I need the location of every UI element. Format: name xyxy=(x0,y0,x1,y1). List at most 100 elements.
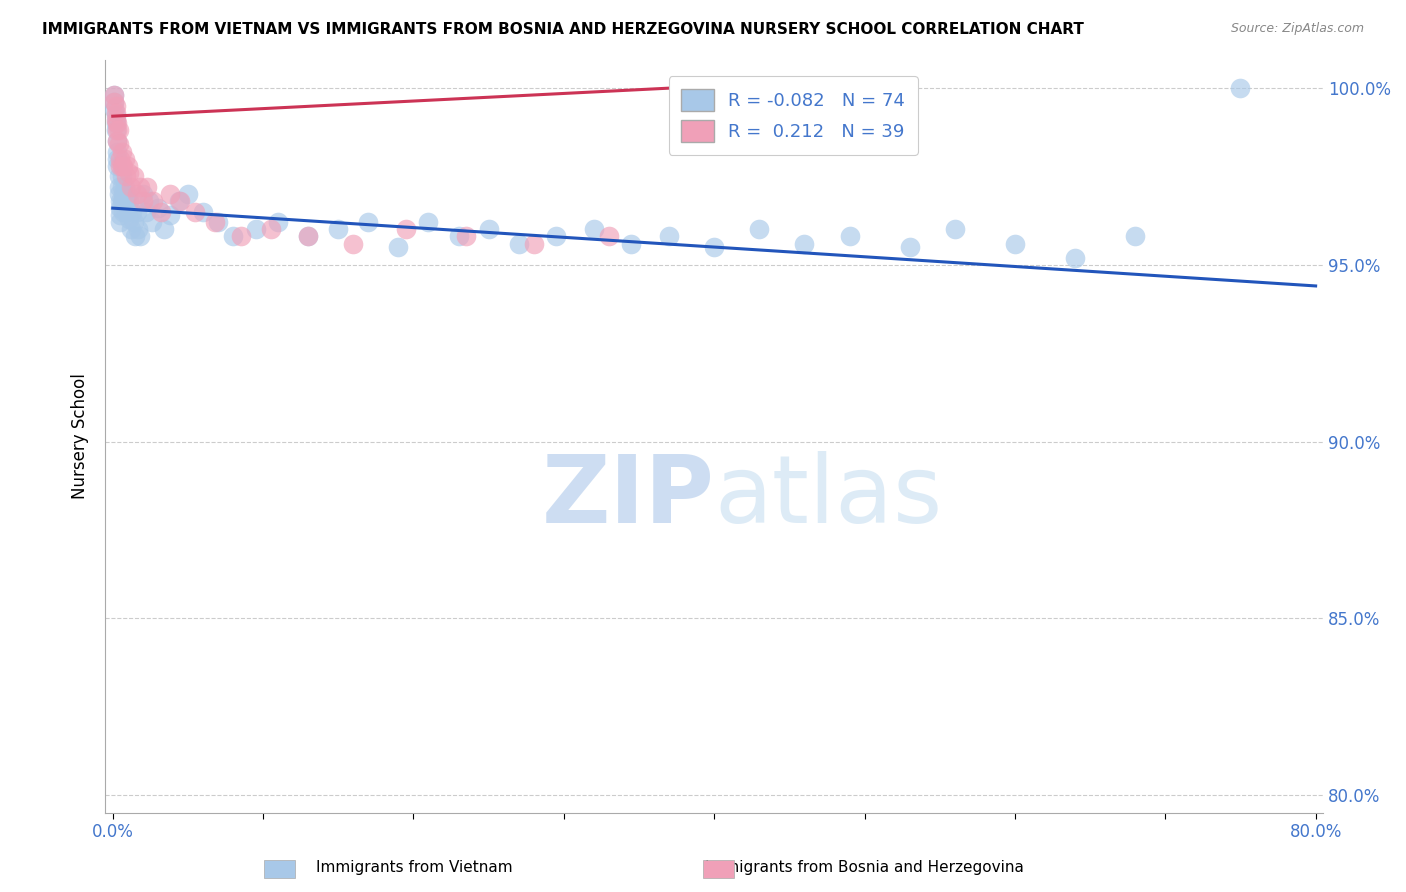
Point xyxy=(110,194,132,208)
Point xyxy=(222,229,245,244)
Point xyxy=(103,87,125,102)
Point xyxy=(103,87,125,102)
Text: IMMIGRANTS FROM VIETNAM VS IMMIGRANTS FROM BOSNIA AND HERZEGOVINA NURSERY SCHOOL: IMMIGRANTS FROM VIETNAM VS IMMIGRANTS FR… xyxy=(42,22,1084,37)
Point xyxy=(267,215,290,229)
Point xyxy=(111,194,134,208)
Point xyxy=(121,204,143,219)
Y-axis label: Nursery School: Nursery School xyxy=(72,374,89,500)
Point xyxy=(297,229,319,244)
Point xyxy=(105,116,128,130)
Point xyxy=(191,204,214,219)
Point xyxy=(153,222,176,236)
Point xyxy=(135,204,157,219)
Point xyxy=(357,215,380,229)
Point xyxy=(117,159,139,173)
Point xyxy=(104,109,127,123)
Point xyxy=(110,201,132,215)
Point xyxy=(328,222,350,236)
Text: atlas: atlas xyxy=(714,450,942,542)
Point xyxy=(478,222,501,236)
Point xyxy=(112,194,135,208)
Point xyxy=(107,186,129,201)
Point xyxy=(297,229,319,244)
Point xyxy=(118,211,141,226)
Point xyxy=(112,186,135,201)
Point xyxy=(115,204,138,219)
Point xyxy=(838,229,860,244)
Point xyxy=(103,95,125,109)
Point xyxy=(120,222,142,236)
Point xyxy=(105,145,128,159)
Point xyxy=(132,194,155,208)
Point xyxy=(117,201,139,215)
Point xyxy=(546,229,568,244)
Text: Immigrants from Vietnam: Immigrants from Vietnam xyxy=(316,860,513,874)
Point xyxy=(1229,81,1251,95)
Point xyxy=(943,222,966,236)
Point xyxy=(1123,229,1146,244)
Point xyxy=(128,229,150,244)
Point xyxy=(146,201,169,215)
Point xyxy=(184,204,207,219)
Point xyxy=(454,229,477,244)
Point xyxy=(159,186,181,201)
Point xyxy=(1004,236,1026,251)
Point xyxy=(128,180,150,194)
Point xyxy=(138,194,160,208)
Point xyxy=(104,116,127,130)
Point xyxy=(418,215,440,229)
Point xyxy=(898,240,921,254)
Point xyxy=(105,123,128,137)
Point xyxy=(387,240,409,254)
Point xyxy=(122,169,145,184)
Point xyxy=(169,194,191,208)
Point xyxy=(105,134,128,148)
Point xyxy=(105,152,128,166)
Point xyxy=(118,194,141,208)
Point xyxy=(104,112,127,127)
Point xyxy=(112,204,135,219)
Point xyxy=(204,215,226,229)
Point xyxy=(177,186,200,201)
Point xyxy=(114,190,136,204)
Point xyxy=(159,208,181,222)
Point xyxy=(142,194,165,208)
Point xyxy=(447,229,470,244)
Point xyxy=(748,222,770,236)
Point xyxy=(110,152,132,166)
Point xyxy=(207,215,229,229)
Text: Immigrants from Bosnia and Herzegovina: Immigrants from Bosnia and Herzegovina xyxy=(706,860,1024,874)
Point xyxy=(136,180,159,194)
Point xyxy=(793,236,815,251)
Point xyxy=(259,222,281,236)
Point xyxy=(118,166,141,180)
Point xyxy=(132,186,155,201)
Point xyxy=(229,229,252,244)
Point xyxy=(111,145,134,159)
Point xyxy=(658,229,681,244)
Point xyxy=(122,215,145,229)
Point xyxy=(112,159,135,173)
Point xyxy=(598,229,620,244)
Point xyxy=(115,194,138,208)
Text: Source: ZipAtlas.com: Source: ZipAtlas.com xyxy=(1230,22,1364,36)
Point xyxy=(104,123,127,137)
Point xyxy=(110,159,132,173)
Point xyxy=(107,123,129,137)
Point xyxy=(117,186,139,201)
Point xyxy=(120,180,142,194)
Point xyxy=(103,102,125,116)
Point xyxy=(105,159,128,173)
Point xyxy=(114,152,136,166)
Point xyxy=(104,105,127,120)
Point xyxy=(125,204,148,219)
Legend: R = -0.082   N = 74, R =  0.212   N = 39: R = -0.082 N = 74, R = 0.212 N = 39 xyxy=(669,76,918,154)
Point xyxy=(523,236,546,251)
Point xyxy=(395,222,418,236)
Point xyxy=(107,169,129,184)
Point xyxy=(508,236,530,251)
Point xyxy=(245,222,267,236)
Point xyxy=(124,229,146,244)
Point xyxy=(111,180,134,194)
Point xyxy=(342,236,364,251)
